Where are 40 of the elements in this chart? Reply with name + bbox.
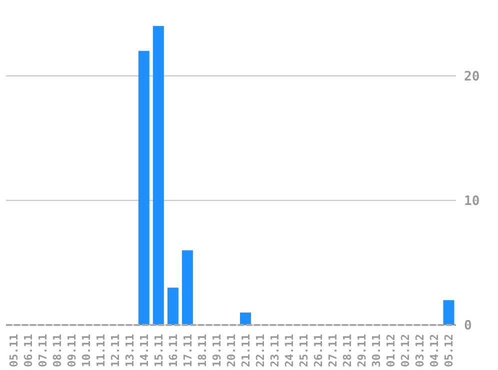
x-tick-label: 14.11 (138, 334, 151, 368)
x-tick-label: 06.11 (22, 334, 35, 368)
x-tick-label: 19.11 (210, 334, 224, 368)
x-tick-label: 10.11 (80, 334, 93, 368)
x-tick-label: 18.11 (196, 334, 209, 368)
bar (138, 50, 150, 325)
x-tick-label: 08.11 (50, 334, 64, 368)
x-tick-label: 22.11 (254, 334, 268, 368)
x-tick-label: 03.12 (414, 334, 427, 368)
x-tick-label: 02.12 (399, 334, 412, 368)
bar (443, 300, 454, 325)
x-tick-label: 09.11 (65, 334, 78, 368)
x-tick-label: 07.11 (36, 334, 50, 368)
x-tick-label: 20.11 (225, 334, 238, 368)
x-tick-label: 11.11 (94, 334, 108, 368)
x-tick-label: 05.12 (442, 334, 456, 368)
bar (167, 288, 178, 325)
bar (182, 250, 193, 325)
y-tick-label: 20 (464, 69, 480, 84)
x-tick-label: 27.11 (326, 334, 340, 368)
x-tick-label: 26.11 (312, 334, 326, 368)
x-tick-label: 05.11 (7, 334, 20, 368)
x-tick-label: 29.11 (356, 334, 369, 368)
bar (152, 26, 164, 325)
bar (240, 312, 251, 325)
x-tick-label: 28.11 (341, 334, 354, 368)
x-tick-label: 16.11 (166, 334, 180, 368)
x-tick-label: 17.11 (181, 334, 194, 368)
y-tick-label: 0 (464, 318, 472, 334)
x-tick-label: 12.11 (108, 334, 122, 368)
x-tick-label: 04.12 (428, 334, 442, 368)
x-tick-label: 15.11 (152, 334, 166, 368)
x-tick-label: 01.12 (384, 334, 398, 368)
x-tick-label: 30.11 (370, 334, 384, 368)
x-tick-label: 25.11 (298, 334, 311, 368)
x-tick-label: 21.11 (240, 334, 253, 368)
x-tick-label: 24.11 (283, 334, 296, 368)
x-tick-label: 13.11 (123, 334, 136, 368)
x-tick-label: 23.11 (268, 334, 282, 368)
y-tick-label: 10 (464, 194, 480, 210)
